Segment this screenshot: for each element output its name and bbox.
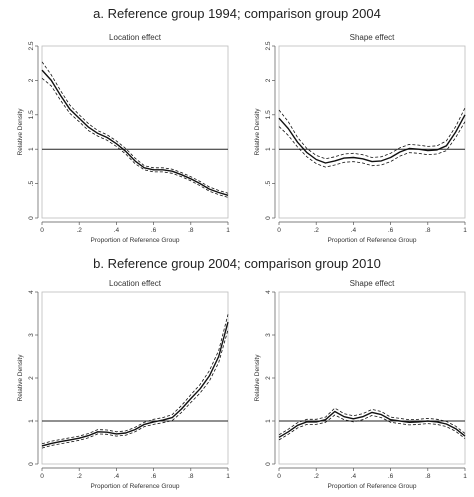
x-tick-label: .2 [76, 227, 82, 234]
y-tick-label: 1 [28, 419, 35, 423]
series-line-upper-bound [41, 61, 229, 194]
series-line-upper-bound [278, 107, 466, 160]
x-tick-label: .2 [313, 473, 319, 480]
y-axis-label: Relative Density [254, 108, 261, 156]
x-tick-label: 0 [40, 473, 44, 480]
x-tick-label: 1 [463, 473, 467, 480]
series-line-upper-bound [278, 407, 466, 436]
subplot-title: Location effect [109, 33, 162, 42]
x-tick-label: .6 [388, 227, 394, 234]
y-tick-label: 0 [265, 216, 272, 220]
chart-panel-a-location: Location effect 0 .5 1 1.5 2 2.5 0 .2 .4 .6 .8 1 Prop… [17, 33, 230, 244]
plot-area [41, 291, 229, 465]
y-tick-label: 1 [265, 419, 272, 423]
x-tick-label: .8 [188, 473, 194, 480]
x-tick-label: 0 [277, 473, 281, 480]
chart-panel-a-shape: Shape effect 0 .5 1 1.5 2 2.5 0 .2 .4 .6 .8 1 Proport… [254, 33, 467, 244]
y-tick-label: 4 [28, 290, 35, 294]
subplot-title: Location effect [109, 279, 162, 288]
y-tick-label: 2 [28, 376, 35, 380]
series-line-lower-bound [278, 414, 466, 441]
series-line-lower-bound [278, 121, 466, 168]
x-tick-label: .6 [151, 473, 157, 480]
x-axis-label: Proportion of Reference Group [328, 237, 417, 244]
series-line-lower-bound [41, 329, 229, 449]
x-tick-label: .4 [114, 473, 120, 480]
y-axis-label: Relative Density [254, 354, 261, 402]
x-tick-label: 1 [226, 227, 230, 234]
y-tick-label: 4 [265, 290, 272, 294]
series-line-estimate [41, 69, 229, 196]
panel-a-title: a. Reference group 1994; comparison grou… [93, 6, 381, 21]
plot-area [278, 291, 466, 465]
y-tick-label: 0 [28, 216, 35, 220]
x-axis-label: Proportion of Reference Group [328, 483, 417, 490]
chart-panel-b-shape: Shape effect 0 1 2 3 4 0 .2 .4 .6 .8 1 Proportion of… [254, 279, 467, 490]
series-line-estimate [278, 410, 466, 438]
y-axis-label: Relative Density [17, 108, 24, 156]
x-tick-label: 1 [226, 473, 230, 480]
y-tick-label: 3 [265, 333, 272, 337]
x-axis-label: Proportion of Reference Group [91, 237, 180, 244]
x-tick-label: .2 [76, 473, 82, 480]
plot-area [278, 45, 466, 219]
panel-b-title: b. Reference group 2004; comparison grou… [93, 256, 381, 271]
y-tick-label: 2.5 [28, 41, 35, 50]
series-line-estimate [278, 114, 466, 164]
y-tick-label: 2 [265, 78, 272, 82]
x-tick-label: .6 [388, 473, 394, 480]
x-tick-label: .8 [425, 473, 431, 480]
plot-area [41, 45, 229, 219]
x-tick-label: .2 [313, 227, 319, 234]
y-tick-label: .5 [265, 181, 272, 187]
chart-panel-b-location: Location effect 0 1 2 3 4 0 .2 .4 .6 .8 1 Proportion… [17, 279, 230, 490]
y-axis-label: Relative Density [17, 354, 24, 402]
x-tick-label: .4 [114, 227, 120, 234]
y-tick-label: 3 [28, 333, 35, 337]
y-tick-label: .5 [28, 181, 35, 187]
x-tick-label: 1 [463, 227, 467, 234]
x-tick-label: .4 [351, 473, 357, 480]
x-tick-label: .8 [188, 227, 194, 234]
y-tick-label: 2 [265, 376, 272, 380]
x-axis-label: Proportion of Reference Group [91, 483, 180, 490]
x-tick-label: .6 [151, 227, 157, 234]
y-tick-label: 0 [265, 462, 272, 466]
x-tick-label: .4 [351, 227, 357, 234]
y-tick-label: 2 [28, 78, 35, 82]
y-tick-label: 1 [28, 147, 35, 151]
y-tick-label: 2.5 [265, 41, 272, 50]
x-tick-label: .8 [425, 227, 431, 234]
subplot-title: Shape effect [350, 33, 396, 42]
subplot-title: Shape effect [350, 279, 396, 288]
x-tick-label: 0 [40, 227, 44, 234]
y-tick-label: 0 [28, 462, 35, 466]
x-tick-label: 0 [277, 227, 281, 234]
y-tick-label: 1 [265, 147, 272, 151]
y-tick-label: 1.5 [28, 110, 35, 119]
series-line-estimate [41, 321, 229, 447]
y-tick-label: 1.5 [265, 110, 272, 119]
series-line-upper-bound [41, 314, 229, 445]
